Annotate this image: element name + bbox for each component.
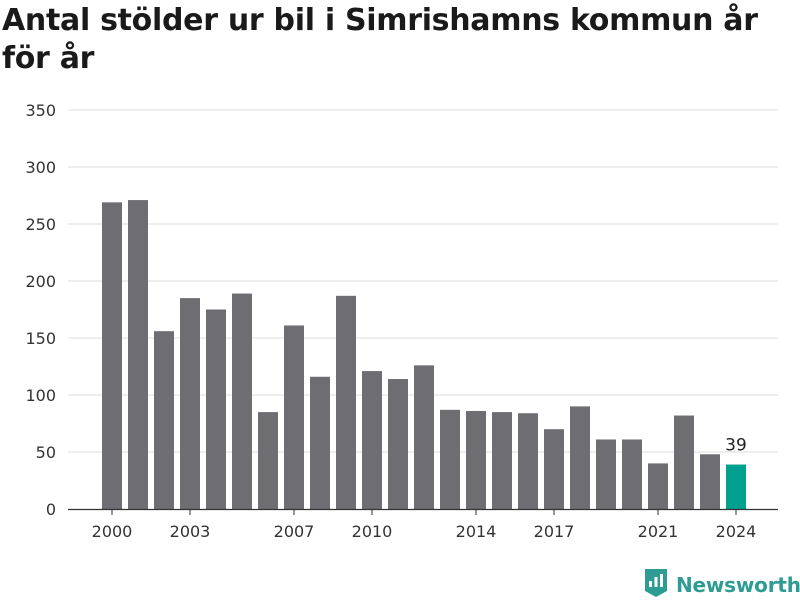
bar-2010 [362,371,382,509]
bar-2014 [466,410,486,509]
bar-2013 [440,409,460,509]
x-tick-label: 2017 [534,522,575,541]
y-tick-label: 200 [25,272,56,291]
x-tick-label: 2021 [638,522,679,541]
y-tick-label: 250 [25,215,56,234]
bar-2016 [518,413,538,509]
bar-2006 [258,412,278,509]
x-axis: 2000 2003 2007 2010 2014 2017 2021 2024 [68,508,778,541]
bars [102,200,746,509]
chart-title: Antal stölder ur bil i Simrishamns kommu… [2,3,758,76]
bar-2001 [128,200,148,509]
bar-2008 [310,376,330,509]
bar-2020 [622,439,642,509]
x-tick-label: 2000 [92,522,133,541]
data-labels: 39 [725,436,747,456]
bar-2017 [544,429,564,509]
y-tick-label: 300 [25,158,56,177]
x-tick-label: 2007 [274,522,315,541]
bar-2022 [674,415,694,509]
bar-2009 [336,295,356,509]
x-tick-label: 2024 [716,522,757,541]
bar-2005 [232,293,252,509]
y-tick-label: 0 [46,500,56,519]
bar-2018 [570,406,590,509]
y-tick-label: 50 [36,443,56,462]
x-tick-label: 2003 [170,522,211,541]
data-label-2024: 39 [725,436,747,456]
bar-2021 [648,463,668,509]
bar-2019 [596,439,616,509]
bar-2004 [206,309,226,509]
y-tick-label: 150 [25,329,56,348]
y-axis-ticks: 0 50 100 150 200 250 300 350 [25,101,56,519]
bar-2012 [414,365,434,509]
y-tick-label: 350 [25,101,56,120]
bar-2015 [492,412,512,509]
x-tick-label: 2014 [456,522,497,541]
bar-2003 [180,298,200,509]
bar-2000 [102,202,122,509]
bar-2023 [700,454,720,509]
y-tick-label: 100 [25,386,56,405]
newsworthy-logo-icon [644,568,668,602]
newsworthy-logo-text: Newsworthy [676,573,800,597]
x-tick-label: 2010 [352,522,393,541]
bar-2011 [388,379,408,509]
newsworthy-logo: Newsworthy [644,568,800,602]
bar-2007 [284,325,304,509]
bar-2024 [726,464,746,509]
bar-2002 [154,331,174,509]
